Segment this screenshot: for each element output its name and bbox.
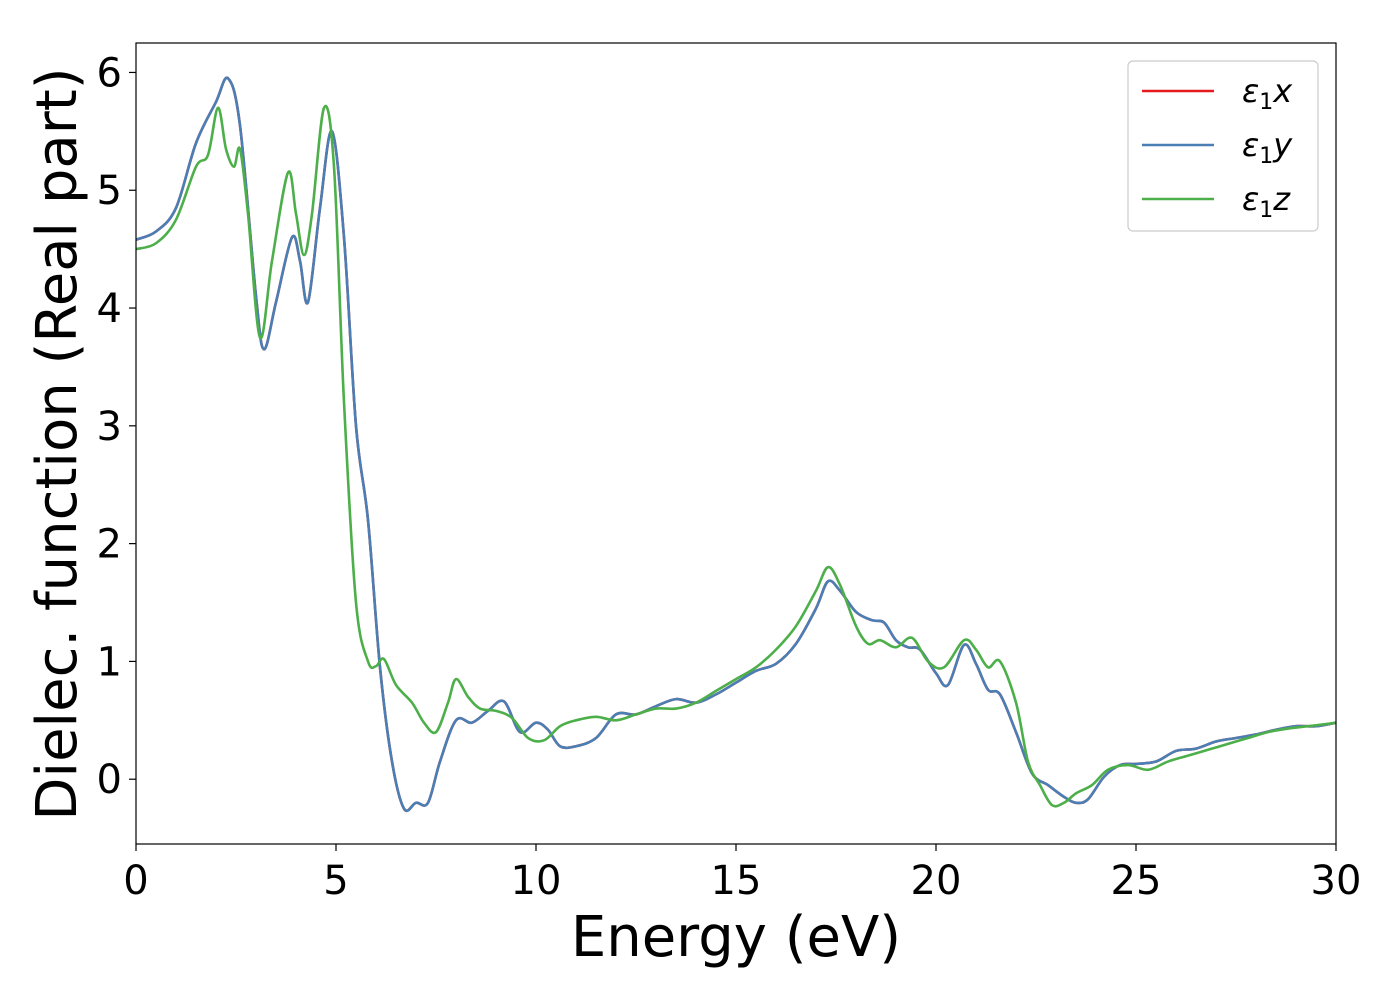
series-line-y <box>135 76 1337 813</box>
legend-label-x: ε1x <box>1242 72 1293 115</box>
series-layer <box>135 76 1337 813</box>
y-tick-label: 6 <box>97 50 122 96</box>
x-axis: 0 5 10 15 20 25 30 <box>123 844 1361 904</box>
legend-box <box>1127 60 1319 232</box>
y-tick-label: 4 <box>97 286 122 332</box>
y-tick-label: 2 <box>97 522 122 568</box>
y-axis: 0 1 2 3 4 5 6 <box>97 50 136 803</box>
legend: ε1x ε1y ε1z <box>1127 60 1319 232</box>
x-tick-label: 20 <box>911 858 962 904</box>
x-tick-label: 25 <box>1111 858 1162 904</box>
y-tick-label: 1 <box>97 639 122 685</box>
x-tick-label: 5 <box>323 858 348 904</box>
legend-label-y: ε1y <box>1242 126 1293 169</box>
y-tick-label: 0 <box>97 757 122 803</box>
x-tick-label: 15 <box>711 858 762 904</box>
x-tick-label: 0 <box>123 858 148 904</box>
x-axis-title: Energy (eV) <box>571 905 901 970</box>
x-tick-label: 30 <box>1311 858 1362 904</box>
legend-label-z: ε1z <box>1242 180 1291 223</box>
y-tick-label: 5 <box>97 168 122 214</box>
series-line-z <box>135 104 1337 808</box>
y-tick-label: 3 <box>97 404 122 450</box>
x-tick-label: 10 <box>511 858 562 904</box>
y-axis-title: Dielec. function (Real part) <box>25 67 90 820</box>
